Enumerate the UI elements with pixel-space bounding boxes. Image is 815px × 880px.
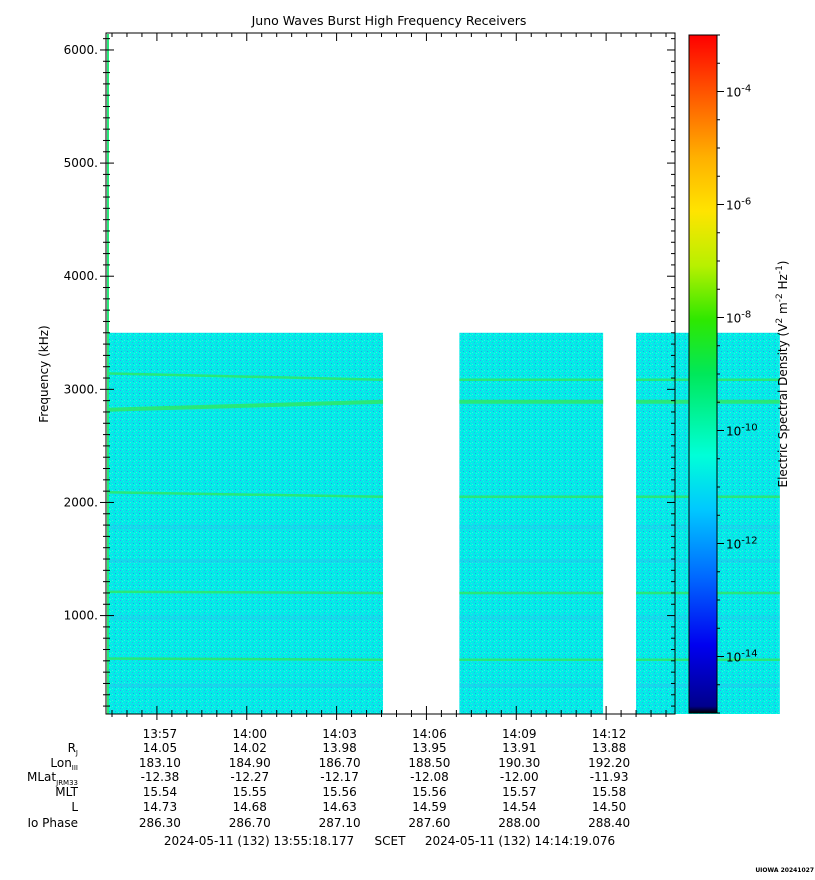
colorbar-ticks: 10-14 10-12 10-10 10-8 10-6 10-4 — [717, 34, 758, 714]
band-1-2 — [109, 559, 384, 564]
ephem-time-1: 14:00 — [232, 727, 267, 741]
ephem-value-2-2: -12.17 — [320, 770, 359, 784]
ephem-value-2-1: 186.70 — [319, 756, 361, 770]
time-range-start: 2024-05-11 (132) 13:55:18.177 — [164, 834, 354, 848]
ephem-value-2-4: 14.63 — [322, 800, 356, 814]
emission-line-3-seg-1 — [108, 491, 384, 499]
ephem-value-4-0: 13.91 — [502, 741, 536, 755]
left-edge-emission — [107, 34, 109, 714]
ephem-value-4-3: 15.57 — [502, 785, 536, 799]
plot-frame — [105, 32, 676, 715]
ephem-value-4-2: -12.00 — [500, 770, 539, 784]
time-range-end: 2024-05-11 (132) 14:14:19.076 — [425, 834, 615, 848]
ephem-value-3-5: 287.60 — [408, 816, 450, 830]
ephem-value-1-1: 184.90 — [229, 756, 271, 770]
y-axis-ticks: 1000. 2000. 3000. 4000. 5000. 6000. — [64, 38, 675, 707]
ephem-value-1-2: -12.27 — [230, 770, 269, 784]
colorbar — [689, 35, 717, 713]
ephem-value-3-1: 188.50 — [408, 756, 450, 770]
ephem-value-4-5: 288.00 — [498, 816, 540, 830]
y-tick-label-4000: 4000. — [64, 269, 98, 283]
ephem-value-2-3: 15.56 — [322, 785, 356, 799]
row-label-mlat: MLatJRM33 — [27, 770, 78, 787]
x-axis-ticks — [111, 33, 667, 720]
y-tick-label-1000: 1000. — [64, 609, 98, 623]
ephem-time-3: 14:06 — [412, 727, 447, 741]
ephem-value-5-0: 13.88 — [592, 741, 626, 755]
ephem-value-3-4: 14.59 — [412, 800, 446, 814]
row-label-mlt: MLT — [55, 785, 78, 799]
emission-line-5-seg-1 — [108, 657, 384, 661]
band-1-4 — [109, 683, 384, 688]
band-2-1 — [459, 525, 604, 530]
band-1-1 — [109, 525, 384, 530]
ephem-time-0: 13:57 — [143, 727, 178, 741]
band-2-3 — [459, 615, 604, 620]
ephem-value-0-0: 14.05 — [143, 741, 177, 755]
ephem-value-5-4: 14.50 — [592, 800, 626, 814]
ephem-value-5-3: 15.58 — [592, 785, 626, 799]
ephem-value-4-1: 190.30 — [498, 756, 540, 770]
cb-tick-label--14: 10-14 — [726, 649, 758, 665]
emission-line-4-seg-1 — [108, 590, 384, 595]
ephem-time-2: 14:03 — [322, 727, 357, 741]
emission-line-2-seg-1 — [108, 399, 384, 412]
ephem-value-1-5: 286.70 — [229, 816, 271, 830]
ephem-value-3-2: -12.08 — [410, 770, 449, 784]
ephem-value-0-5: 286.30 — [139, 816, 181, 830]
ephem-value-0-1: 183.10 — [139, 756, 181, 770]
cb-tick-label--12: 10-12 — [726, 536, 758, 552]
ephem-value-5-2: -11.93 — [590, 770, 629, 784]
ephem-value-5-1: 192.20 — [588, 756, 630, 770]
cb-tick-label--8: 10-8 — [726, 310, 751, 326]
ephem-value-5-5: 288.40 — [588, 816, 630, 830]
cb-tick-label--4: 10-4 — [726, 84, 751, 100]
ephemeris-values: 14.05183.10-12.3815.5414.73286.3014.0218… — [139, 741, 630, 830]
data-block-2 — [459, 332, 604, 714]
ephem-value-0-2: -12.38 — [141, 770, 180, 784]
ephemeris-time-row: 13:57 14:00 14:03 14:06 14:09 14:12 — [143, 727, 627, 741]
band-2-4 — [459, 683, 604, 688]
row-label-l: L — [71, 800, 78, 814]
ephem-time-4: 14:09 — [502, 727, 537, 741]
ephem-value-1-4: 14.68 — [233, 800, 267, 814]
time-range-scet: SCET — [375, 834, 407, 848]
band-1-3 — [109, 615, 384, 620]
chart-title: Juno Waves Burst High Frequency Receiver… — [251, 13, 527, 28]
ephem-value-0-3: 15.54 — [143, 785, 177, 799]
row-label-rj: RJ — [68, 741, 78, 757]
y-tick-label-2000: 2000. — [64, 495, 98, 509]
footer-tag: UIOWA 20241027 — [755, 867, 814, 874]
y-tick-label-5000: 5000. — [64, 156, 98, 170]
ephemeris-row-labels: RJ LonIII MLatJRM33 MLT L Io Phase — [27, 741, 79, 830]
band-2-2 — [459, 559, 604, 564]
ephem-value-3-0: 13.95 — [412, 741, 446, 755]
colorbar-label: Electric Spectral Density (V2 m-2 Hz-1) — [775, 260, 790, 487]
ephem-value-3-3: 15.56 — [412, 785, 446, 799]
ephem-value-2-5: 287.10 — [319, 816, 361, 830]
ephem-value-1-0: 14.02 — [233, 741, 267, 755]
ephem-value-4-4: 14.54 — [502, 800, 536, 814]
ephem-value-1-3: 15.55 — [233, 785, 267, 799]
ephem-time-5: 14:12 — [592, 727, 627, 741]
cb-tick-label--10: 10-10 — [726, 423, 758, 439]
emission-line-1-seg-1 — [108, 372, 384, 381]
data-block-1 — [109, 332, 384, 714]
row-label-io-phase: Io Phase — [27, 816, 78, 830]
y-axis-label: Frequency (kHz) — [37, 325, 51, 422]
ephem-value-0-4: 14.73 — [143, 800, 177, 814]
y-tick-label-6000: 6000. — [64, 43, 98, 57]
ephem-value-2-0: 13.98 — [322, 741, 356, 755]
y-tick-label-3000: 3000. — [64, 382, 98, 396]
row-label-lon: LonIII — [50, 756, 78, 772]
cb-tick-label--6: 10-6 — [726, 197, 751, 213]
